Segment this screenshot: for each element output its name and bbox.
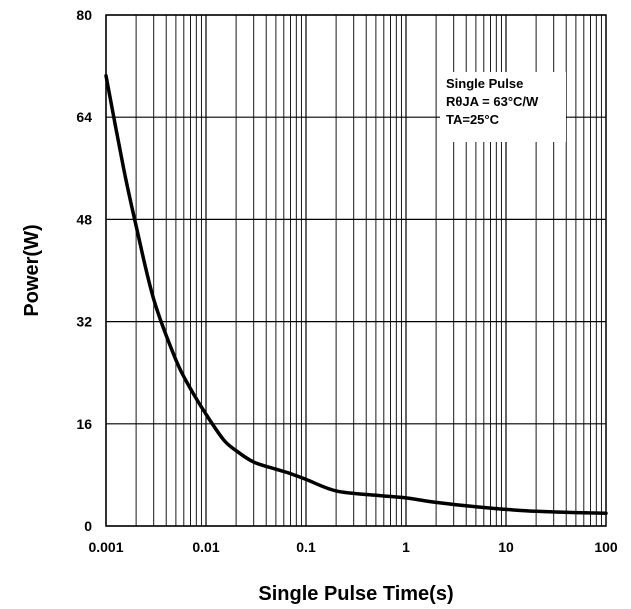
x-tick-label: 10 [498, 539, 514, 555]
x-tick-label: 1 [402, 539, 410, 555]
annotation-line-2: RθJA = 63°C/W [446, 94, 539, 109]
y-tick-label: 64 [76, 109, 92, 125]
plot-frame [105, 14, 607, 527]
x-axis-title: Single Pulse Time(s) [258, 583, 453, 605]
y-tick-label: 80 [76, 7, 92, 23]
annotation-background [440, 72, 566, 142]
y-tick-labels: 0 16 32 48 64 80 [76, 7, 92, 534]
power-curve [104, 73, 608, 515]
y-tick-label: 32 [76, 314, 92, 330]
y-tick-label: 0 [84, 518, 92, 534]
x-tick-label: 0.1 [296, 539, 316, 555]
annotation-line-3: TA=25°C [446, 112, 500, 127]
grid-lines [105, 14, 606, 527]
y-tick-label: 48 [76, 211, 92, 227]
x-tick-labels: 0.001 0.01 0.1 1 10 100 [88, 539, 617, 555]
y-axis-title: Power(W) [21, 224, 43, 316]
annotation-box: Single Pulse RθJA = 63°C/W TA=25°C [440, 72, 566, 142]
annotation-line-1: Single Pulse [446, 76, 523, 91]
x-tick-label: 0.001 [88, 539, 123, 555]
x-tick-label: 0.01 [192, 539, 219, 555]
x-tick-label: 100 [594, 539, 618, 555]
y-tick-label: 16 [76, 416, 92, 432]
